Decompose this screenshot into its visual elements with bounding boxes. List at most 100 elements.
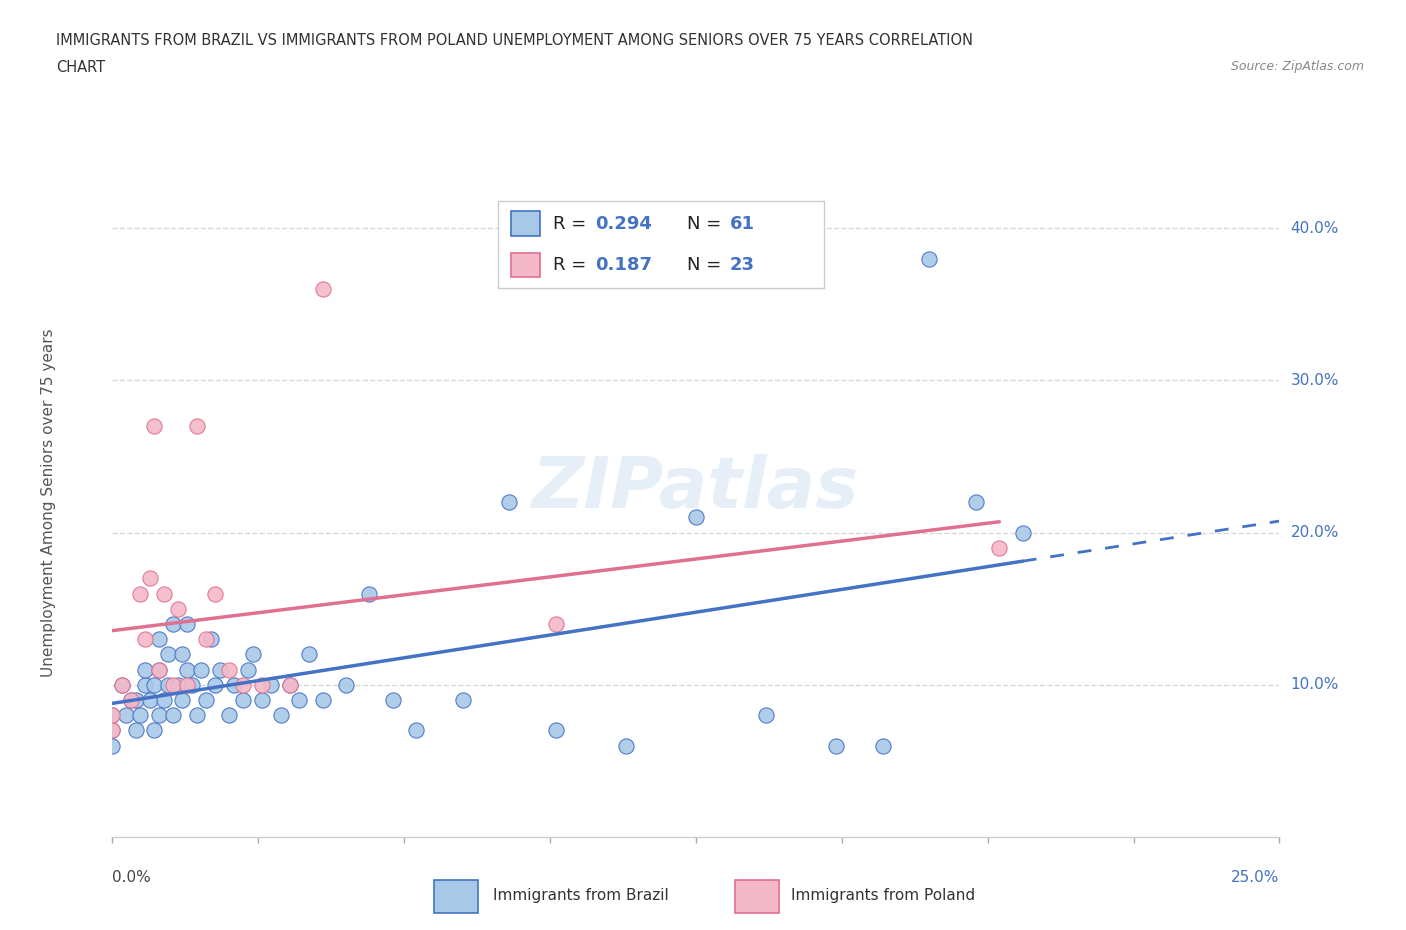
Point [242,647,264,662]
Point [232,677,254,692]
Point [180,677,202,692]
Point [278,677,301,692]
Point [162,708,184,723]
Point [614,738,637,753]
Text: 40.0%: 40.0% [1291,220,1339,236]
Point [297,647,319,662]
Point [825,738,848,753]
Point [125,693,148,708]
Point [194,693,217,708]
Point [250,693,273,708]
Point [153,586,176,601]
Text: N =: N = [688,215,727,232]
Point [134,662,156,677]
Point [148,662,170,677]
Point [148,662,170,677]
Point [115,708,138,723]
Point [162,677,184,692]
Point [166,677,188,692]
Point [988,540,1011,555]
Point [139,571,162,586]
Text: Immigrants from Brazil: Immigrants from Brazil [492,887,668,903]
Point [222,677,245,692]
Point [236,662,259,677]
Text: 0.0%: 0.0% [112,870,152,885]
Point [381,693,404,708]
Point [311,693,333,708]
Point [143,723,166,737]
Point [129,586,152,601]
Point [218,662,240,677]
Point [544,617,567,631]
Point [218,708,240,723]
Point [166,602,188,617]
Point [157,647,180,662]
Point [498,495,520,510]
Point [204,586,226,601]
FancyBboxPatch shape [433,880,478,913]
Text: CHART: CHART [56,60,105,75]
Point [139,693,162,708]
Point [335,677,357,692]
Point [208,662,231,677]
Point [101,723,124,737]
Point [172,647,194,662]
Text: Immigrants from Poland: Immigrants from Poland [790,887,974,903]
Point [200,631,222,646]
Point [232,693,254,708]
Point [101,708,124,723]
Point [918,251,941,266]
Text: IMMIGRANTS FROM BRAZIL VS IMMIGRANTS FROM POLAND UNEMPLOYMENT AMONG SENIORS OVER: IMMIGRANTS FROM BRAZIL VS IMMIGRANTS FRO… [56,33,973,47]
Text: 0.187: 0.187 [596,257,652,274]
Text: 10.0%: 10.0% [1291,677,1339,692]
Text: ZIPatlas: ZIPatlas [533,455,859,524]
FancyBboxPatch shape [510,253,540,277]
Point [270,708,292,723]
Point [186,418,208,433]
Point [405,723,427,737]
Point [872,738,894,753]
Point [311,282,333,297]
Point [153,693,176,708]
FancyBboxPatch shape [510,211,540,235]
Point [148,708,170,723]
Text: 0.294: 0.294 [596,215,652,232]
Point [451,693,474,708]
Point [120,693,142,708]
Point [129,708,152,723]
Text: N =: N = [688,257,727,274]
Text: R =: R = [553,257,592,274]
Point [755,708,778,723]
Point [544,723,567,737]
Text: R =: R = [553,215,592,232]
Point [278,677,301,692]
Text: 20.0%: 20.0% [1291,525,1339,540]
Point [157,677,180,692]
Point [176,677,198,692]
Point [1011,525,1033,540]
Point [190,662,212,677]
Point [965,495,987,510]
Point [125,723,148,737]
Text: 30.0%: 30.0% [1291,373,1339,388]
Point [134,631,156,646]
Point [194,631,217,646]
Text: 61: 61 [730,215,755,232]
Point [101,738,124,753]
Point [176,617,198,631]
Text: 25.0%: 25.0% [1232,870,1279,885]
Point [172,693,194,708]
Text: Unemployment Among Seniors over 75 years: Unemployment Among Seniors over 75 years [41,328,56,676]
Point [134,677,156,692]
Point [148,631,170,646]
Text: Source: ZipAtlas.com: Source: ZipAtlas.com [1230,60,1364,73]
Point [176,662,198,677]
Point [143,677,166,692]
Point [101,723,124,737]
Point [186,708,208,723]
Point [120,693,142,708]
Point [143,418,166,433]
Text: 23: 23 [730,257,755,274]
Point [204,677,226,692]
Point [250,677,273,692]
